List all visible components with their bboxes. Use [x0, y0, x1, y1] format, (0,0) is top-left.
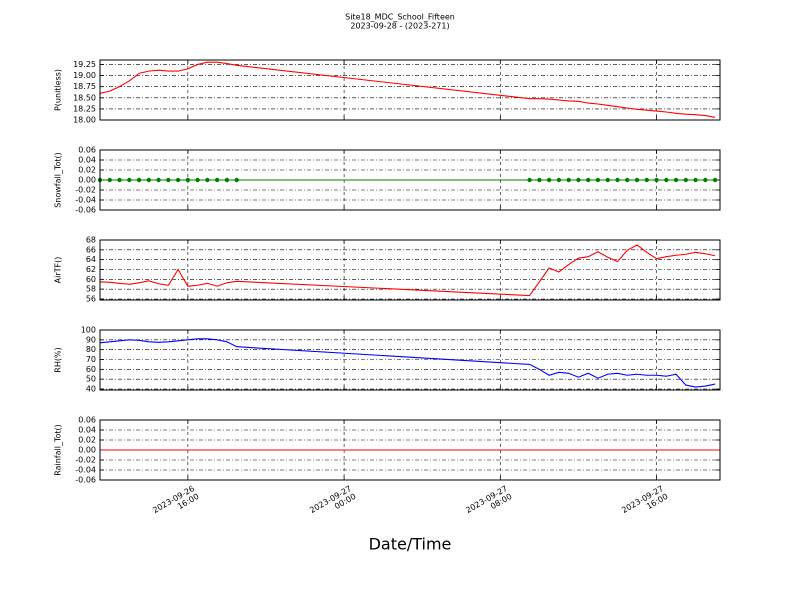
y-tick-label: 50: [86, 375, 96, 384]
y-tick-label: 40: [86, 385, 96, 394]
data-point: [585, 177, 591, 183]
y-tick-label: 0.04: [78, 426, 96, 435]
data-point: [546, 177, 552, 183]
data-point: [664, 177, 669, 183]
y-tick-label: 60: [86, 275, 96, 284]
data-point: [166, 177, 171, 183]
y-tick-label: 18.50: [73, 93, 96, 102]
y-tick-label: 0.02: [78, 436, 96, 445]
y-tick-label: 100: [81, 326, 96, 335]
data-point: [214, 177, 220, 183]
data-point: [175, 177, 181, 183]
data-point: [644, 177, 649, 183]
y-tick-label: -0.04: [75, 196, 96, 205]
data-point: [634, 177, 640, 183]
y-tick-label: 18.75: [73, 82, 96, 91]
y-tick-label: 0.00: [78, 446, 96, 455]
plot-frame: [99, 149, 721, 211]
y-axis-label: Rainfall_Tot(): [54, 424, 63, 476]
y-tick-label: 60: [86, 365, 96, 374]
y-axis-label: Snowfall_Tot(): [54, 152, 63, 208]
series-line: [99, 61, 716, 118]
data-point: [576, 177, 581, 183]
plot-frame: [99, 419, 721, 481]
series-line: [99, 244, 716, 297]
y-axis-label: RH(%): [54, 347, 63, 372]
data-point: [185, 177, 191, 183]
chart-subtitle: 2023-09-28 - (2023-271): [350, 22, 449, 31]
y-tick-label: 80: [86, 345, 96, 354]
data-point: [156, 177, 161, 183]
data-point: [683, 177, 689, 183]
data-point: [693, 177, 698, 183]
data-point: [556, 177, 562, 183]
data-point: [136, 177, 142, 183]
y-tick-label: 70: [86, 355, 96, 364]
data-point: [146, 177, 152, 183]
plot-frame: [99, 59, 721, 121]
plot-frame: [99, 239, 721, 301]
y-tick-label: 68: [86, 236, 96, 245]
y-tick-label: 64: [86, 255, 96, 264]
data-point: [224, 177, 230, 183]
chart-title: Site18_MDC_School_Fifteen: [345, 13, 455, 22]
y-tick-label: 62: [86, 265, 96, 274]
y-tick-label: 58: [86, 285, 96, 294]
y-tick-label: 19.25: [73, 60, 96, 69]
series-line: [99, 338, 716, 388]
y-tick-label: 0.06: [78, 416, 96, 425]
data-point: [205, 177, 210, 183]
data-point: [615, 177, 620, 183]
y-tick-label: 56: [86, 295, 96, 304]
data-point: [107, 177, 112, 183]
data-point: [195, 177, 200, 183]
plot-frame: [99, 329, 721, 391]
data-point: [234, 177, 239, 183]
data-point: [127, 177, 132, 183]
y-tick-label: 66: [86, 245, 96, 254]
y-tick-label: -0.06: [75, 476, 96, 485]
data-point: [673, 177, 679, 183]
y-tick-label: 0.04: [78, 156, 96, 165]
data-point: [537, 177, 542, 183]
data-point: [117, 177, 122, 183]
y-tick-label: -0.02: [75, 456, 96, 465]
y-axis-label: AirTF(): [54, 257, 63, 284]
y-tick-label: -0.02: [75, 186, 96, 195]
y-tick-label: 0.06: [78, 146, 96, 155]
y-tick-label: 90: [86, 335, 96, 344]
data-point: [527, 177, 532, 183]
y-tick-label: 18.25: [73, 104, 96, 113]
y-tick-label: 0.00: [78, 176, 96, 185]
y-tick-label: 0.02: [78, 166, 96, 175]
y-axis-label: P(unitless): [54, 69, 63, 111]
y-tick-label: -0.04: [75, 466, 96, 475]
data-point: [595, 177, 601, 183]
data-point: [703, 177, 708, 183]
x-axis-label: Date/Time: [369, 535, 452, 554]
y-tick-label: 19.00: [73, 71, 96, 80]
data-point: [605, 177, 610, 183]
y-tick-label: 18.00: [73, 116, 96, 125]
data-point: [654, 177, 659, 183]
y-tick-label: -0.06: [75, 206, 96, 215]
data-point: [625, 177, 630, 183]
data-point: [712, 177, 718, 183]
data-point: [566, 177, 571, 183]
